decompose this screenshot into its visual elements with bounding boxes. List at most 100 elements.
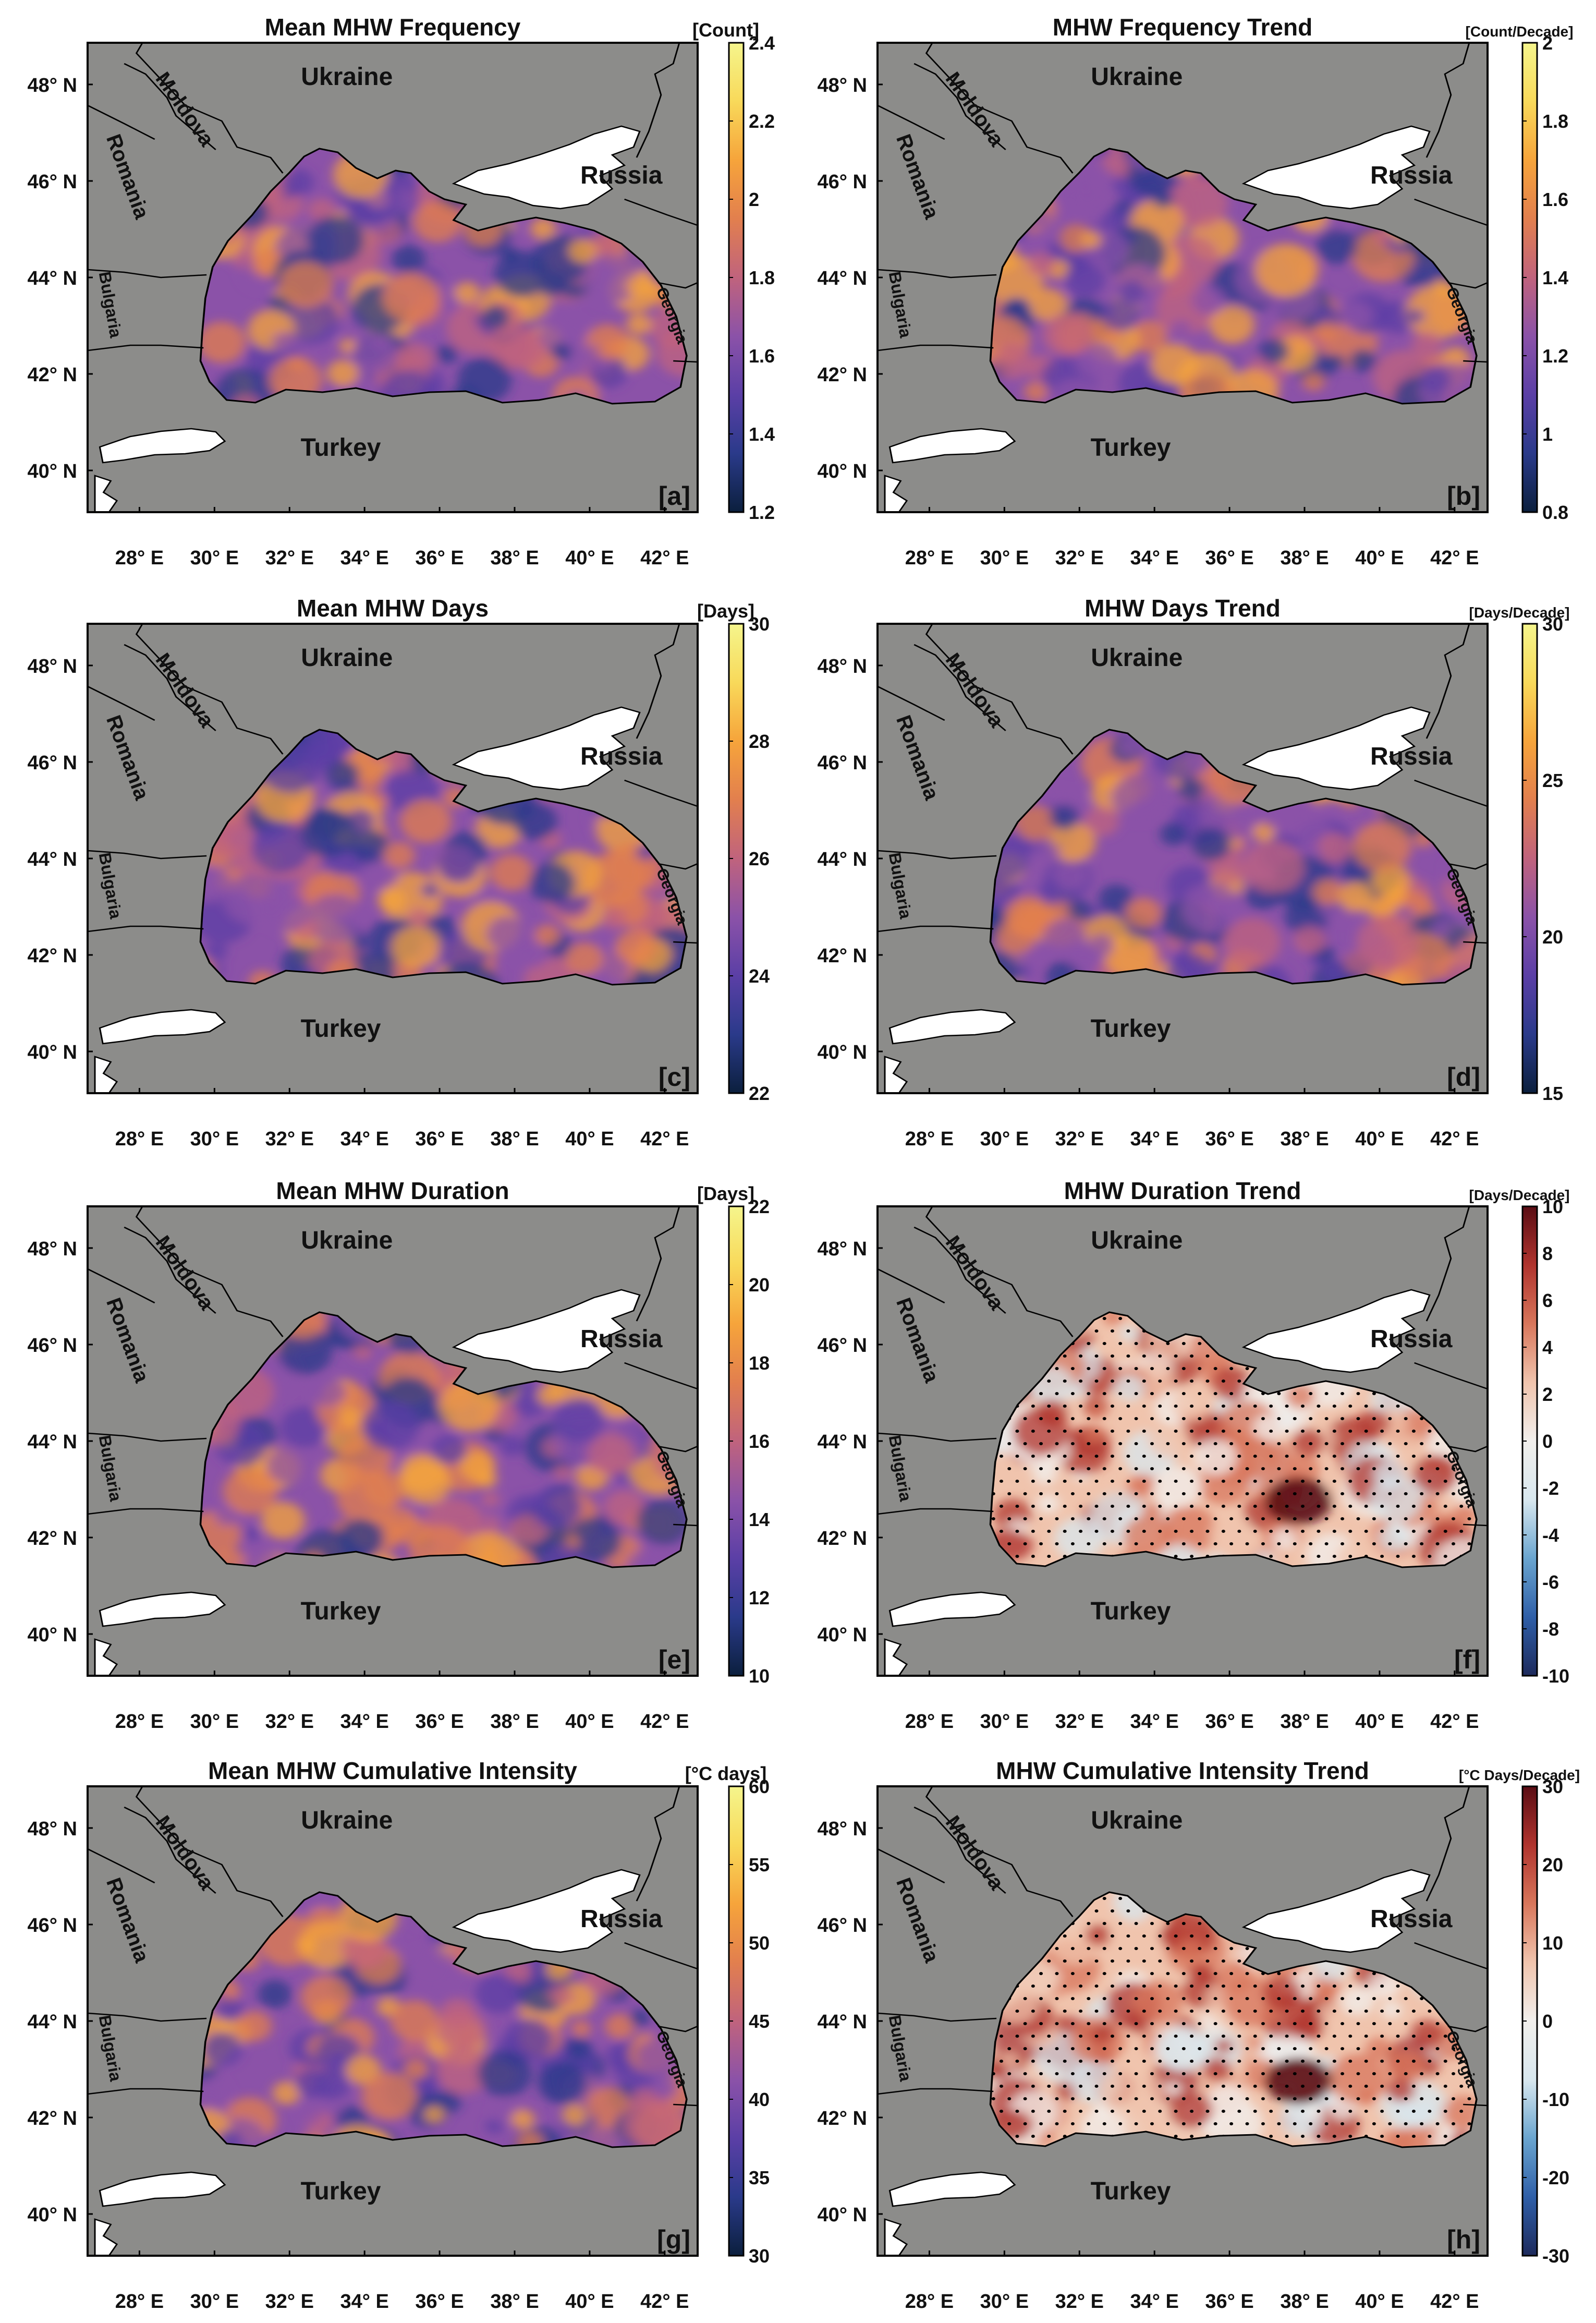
colorbar-unit: [°C days] xyxy=(685,1763,766,1784)
stipple-dot xyxy=(1150,1972,1154,1975)
field-patch xyxy=(1080,231,1101,249)
stipple-dot xyxy=(1055,1492,1059,1495)
stipple-dot xyxy=(1110,2035,1114,2038)
stipple-dot xyxy=(1070,1542,1075,1545)
country-borders xyxy=(877,1206,1488,1527)
field-patch xyxy=(1411,331,1443,358)
lat-tick-label: 42° N xyxy=(818,364,867,386)
lon-tick-label: 42° E xyxy=(640,547,689,569)
stipple-dot xyxy=(1420,1442,1424,1445)
field-patch xyxy=(223,1468,277,1515)
stipple-dot xyxy=(1229,2122,1234,2125)
stipple-dot xyxy=(1198,1997,1202,2000)
stipple-dot xyxy=(1063,1934,1067,1938)
stipple-dot xyxy=(1126,1354,1130,1358)
stipple-dot xyxy=(1341,2097,1345,2100)
stipple-dot xyxy=(1181,1392,1186,1395)
stipple-dot xyxy=(1079,1934,1083,1938)
stipple-dot xyxy=(1118,1317,1123,1320)
country-border xyxy=(87,850,207,860)
field-patch xyxy=(568,1517,622,1563)
field-patch xyxy=(1042,312,1093,356)
stipple-dot xyxy=(1317,2060,1321,2063)
stipple-dot xyxy=(1388,1542,1392,1545)
lat-tick-label: 44° N xyxy=(28,1431,77,1453)
stipple-dot xyxy=(1126,1985,1130,1988)
field-patch xyxy=(500,1435,525,1456)
field-patch xyxy=(1216,1528,1257,1563)
stipple-dot xyxy=(1229,1417,1234,1420)
stipple-dot xyxy=(1181,1997,1186,2000)
field-patch xyxy=(206,942,228,960)
country-border xyxy=(1447,863,1488,870)
stipple-dot xyxy=(1190,1959,1194,1963)
stipple-dot xyxy=(1055,1542,1059,1545)
stipple-dot xyxy=(1364,2060,1368,2063)
lon-tick-label: 34° E xyxy=(1130,1128,1178,1150)
field-patch xyxy=(1215,2038,1233,2054)
field-patch xyxy=(1357,1409,1390,1437)
panel-letter: [h] xyxy=(1447,2225,1480,2254)
field-patch xyxy=(431,1434,468,1465)
stipple-dot xyxy=(1332,1555,1336,1558)
stipple-dot xyxy=(1142,2035,1146,2038)
stipple-dot xyxy=(1015,1530,1019,1533)
stipple-dot xyxy=(1213,2047,1217,2050)
stipple-dot xyxy=(1039,2022,1043,2025)
map-area xyxy=(877,1786,1488,2257)
field-patch xyxy=(1147,1416,1196,1458)
sea-of-marmara xyxy=(99,1591,226,1627)
field-hotspot xyxy=(1264,2058,1332,2104)
colorbar-tick-label: 2 xyxy=(1542,32,1553,54)
country-border xyxy=(877,850,997,860)
stipple-dot xyxy=(1126,1329,1130,1333)
stipple-dot xyxy=(1443,2035,1447,2038)
stipple-dot xyxy=(1245,1492,1249,1495)
stipple-dot xyxy=(1388,2022,1392,2025)
lon-tick-label: 34° E xyxy=(1130,1711,1178,1733)
stipple-dot xyxy=(1070,1367,1075,1370)
stipple-dot xyxy=(1428,1455,1432,1458)
stipple-dot xyxy=(1158,1455,1162,1458)
stipple-dot xyxy=(1198,1542,1202,1545)
field-patch xyxy=(990,905,1006,933)
stipple-dot xyxy=(1261,2097,1265,2100)
stipple-dot xyxy=(1261,1542,1265,1545)
country-border xyxy=(87,2088,204,2095)
stipple-dot xyxy=(1158,1959,1162,1963)
stipple-dot xyxy=(1047,1555,1051,1558)
field-patch xyxy=(1209,305,1254,344)
stipple-dot xyxy=(1000,2110,1004,2113)
stipple-dot xyxy=(1031,2035,1035,2038)
field-patch xyxy=(338,1518,384,1558)
stipple-dot xyxy=(1158,2110,1162,2113)
field-patch xyxy=(413,200,462,243)
stipple-dot xyxy=(1015,1505,1019,1508)
stipple-dot xyxy=(1253,2035,1257,2038)
stipple-dot xyxy=(1293,2022,1297,2025)
stipple-dot xyxy=(1229,1972,1234,1975)
stipple-dot xyxy=(1388,2047,1392,2050)
stipple-dot xyxy=(1341,2047,1345,2050)
stipple-dot xyxy=(1404,1442,1408,1445)
stipple-dot xyxy=(1356,2097,1360,2100)
stipple-dot xyxy=(1023,1467,1027,1470)
stipple-dot xyxy=(1094,2010,1099,2013)
stipple-dot xyxy=(1087,1392,1091,1395)
stipple-dot xyxy=(1190,2135,1194,2138)
stipple-dot xyxy=(1388,2072,1392,2075)
stipple-dot xyxy=(1435,2097,1440,2100)
stipple-dot xyxy=(1015,2135,1019,2138)
stipple-dot xyxy=(1348,2060,1353,2063)
stipple-dot xyxy=(1269,2010,1273,2013)
stipple-dot xyxy=(1181,1467,1186,1470)
stipple-dot xyxy=(1237,2035,1241,2038)
field-patch xyxy=(400,1461,452,1505)
stipple-dot xyxy=(1213,2122,1217,2125)
stipple-dot xyxy=(1317,2085,1321,2088)
stipple-dot xyxy=(1063,1985,1067,1988)
stipple-dot xyxy=(1388,1467,1392,1470)
stipple-dot xyxy=(1245,2047,1249,2050)
stipple-dot xyxy=(1237,1405,1241,1408)
stipple-dot xyxy=(1023,1997,1027,2000)
